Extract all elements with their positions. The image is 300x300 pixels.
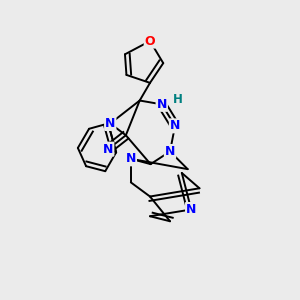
Text: H: H [173,93,183,106]
Text: O: O [145,34,155,48]
Text: N: N [157,98,167,111]
Text: N: N [170,119,180,132]
Text: N: N [126,152,136,165]
Text: N: N [186,203,196,216]
Text: N: N [165,145,175,158]
Text: N: N [105,117,116,130]
Text: N: N [103,142,113,156]
